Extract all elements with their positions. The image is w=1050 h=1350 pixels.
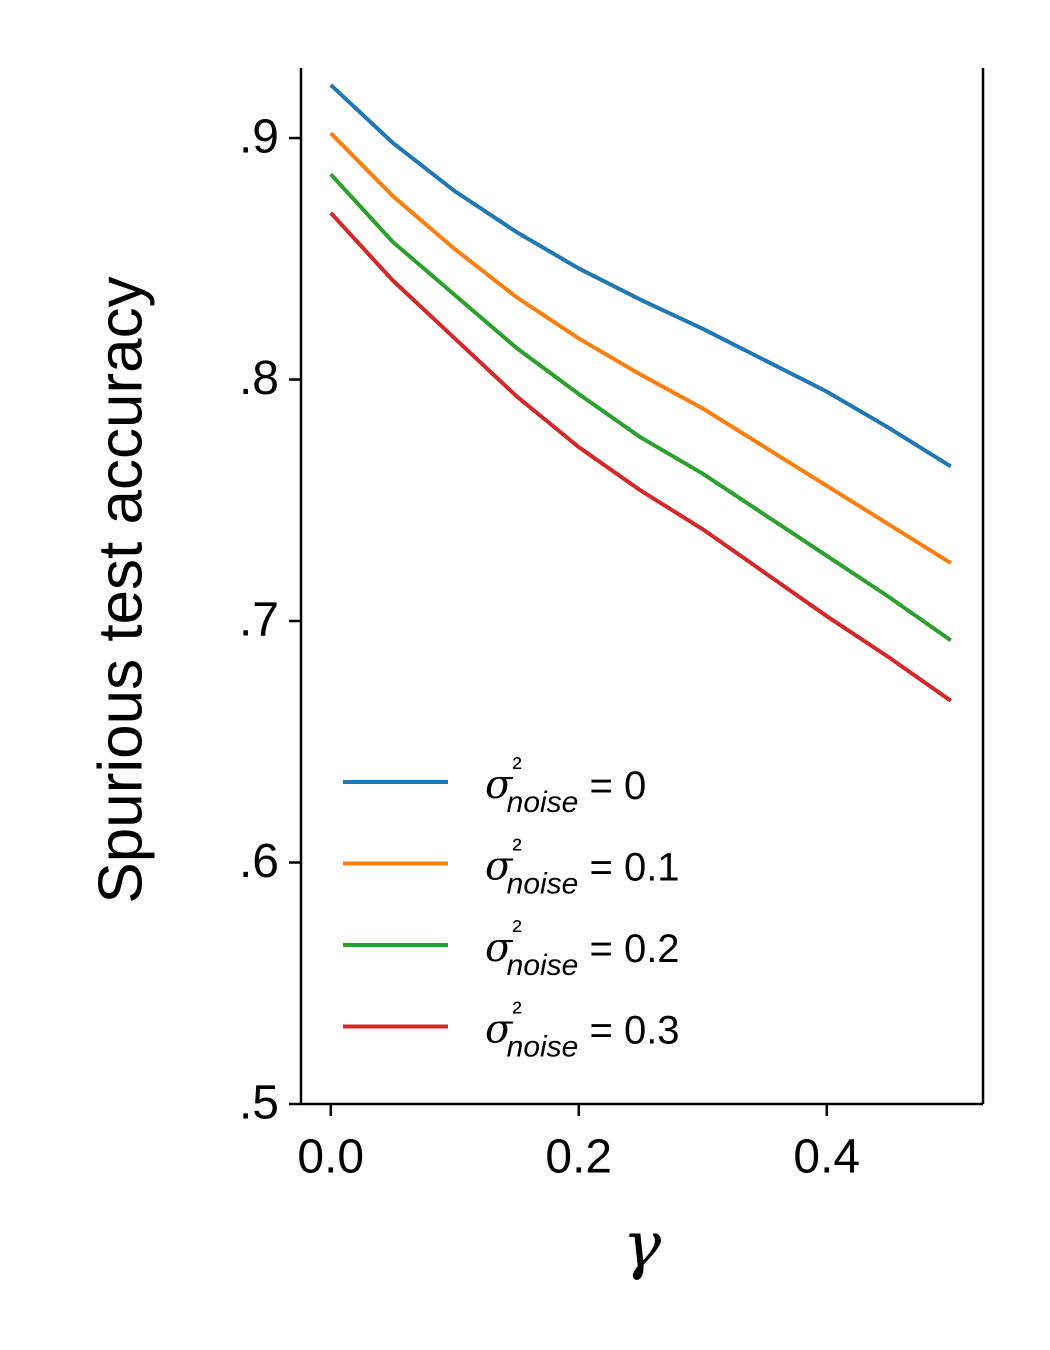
x-tick-label: 0.4 <box>793 1131 860 1184</box>
y-tick-label: .9 <box>239 111 279 164</box>
series-line <box>329 172 952 642</box>
y-axis-label: Spurious test accuracy <box>86 276 155 903</box>
y-tick-label: .7 <box>239 594 279 647</box>
legend-label: σ² noise = 0.2 <box>485 915 680 982</box>
legend-label: σ² noise = 0 <box>485 752 646 819</box>
x-axis-label: γ <box>623 1209 662 1283</box>
series-line <box>329 211 952 703</box>
x-tick-label: 0.0 <box>297 1131 364 1184</box>
legend-label: σ² noise = 0.3 <box>485 997 680 1064</box>
series-line <box>329 131 952 565</box>
y-tick-label: .5 <box>239 1077 279 1130</box>
y-tick-label: .8 <box>239 352 279 405</box>
legend-label: σ² noise = 0.1 <box>485 834 680 901</box>
series-line <box>329 83 952 469</box>
x-tick-label: 0.2 <box>545 1131 612 1184</box>
y-tick-label: .6 <box>239 835 279 888</box>
